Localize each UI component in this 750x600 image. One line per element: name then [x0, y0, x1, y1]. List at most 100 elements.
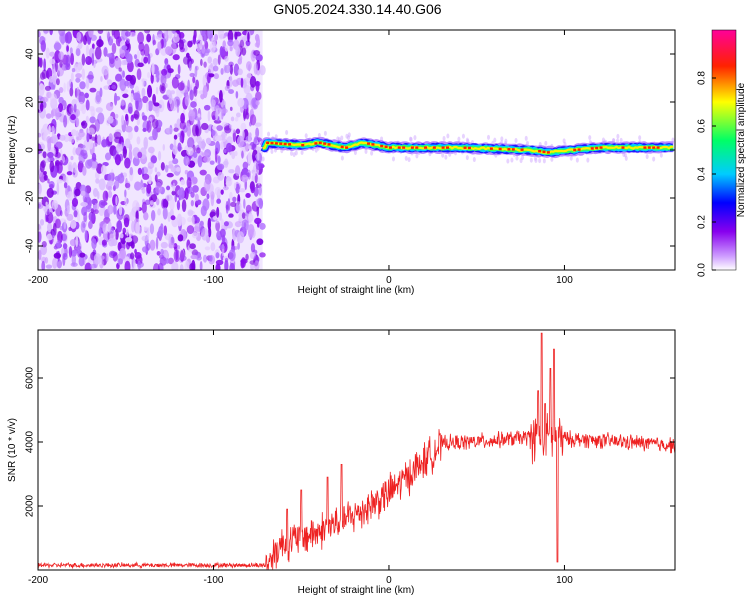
noise-blob — [76, 31, 82, 42]
noise-blob — [40, 40, 46, 52]
noise-blob — [100, 75, 103, 82]
spectrogram-x-axis-label: Height of straight line (km) — [298, 285, 415, 296]
noise-blob — [150, 155, 157, 164]
noise-blob — [249, 114, 257, 126]
noise-blob — [46, 151, 54, 158]
noise-blob — [75, 77, 81, 83]
noise-blob — [209, 41, 216, 54]
noise-blob — [124, 138, 131, 149]
colorbar-ticks: 0.0 0.2 0.4 0.6 0.8 — [697, 71, 716, 277]
noise-blob — [133, 110, 140, 120]
noise-blob — [110, 227, 115, 235]
noise-blob — [229, 46, 233, 52]
noise-blob — [38, 203, 41, 208]
noise-blob — [164, 164, 169, 173]
noise-blob — [57, 63, 65, 77]
noise-blob — [253, 260, 260, 270]
noise-blob — [144, 30, 151, 34]
noise-blob — [119, 247, 126, 260]
noise-blob — [219, 133, 227, 143]
signal-halo-blob — [267, 131, 271, 137]
noise-blob — [129, 211, 135, 222]
signal-halo-blob — [457, 136, 461, 142]
noise-blob — [170, 215, 176, 221]
noise-blob — [43, 171, 47, 176]
noise-blob — [168, 160, 174, 166]
colorbar-tick-label: 0.6 — [697, 119, 708, 133]
noise-blob — [229, 106, 233, 111]
noise-blob — [130, 241, 135, 249]
noise-blob — [122, 145, 127, 159]
noise-blob — [225, 180, 232, 187]
signal-halo-blob — [404, 155, 408, 161]
noise-blob — [47, 222, 53, 233]
noise-blob — [124, 260, 131, 270]
snr-y-ticks: 2000 4000 6000 — [25, 366, 675, 517]
noise-blob — [155, 237, 159, 250]
spectrogram-x-ticks: -200 -100 0 100 — [28, 30, 573, 286]
noise-blob — [121, 115, 125, 126]
noise-blob — [215, 220, 221, 232]
noise-blob — [186, 146, 194, 156]
spectrogram-y-tick-label: -40 — [25, 238, 36, 253]
noise-blob — [58, 96, 64, 105]
noise-blob — [52, 73, 58, 86]
noise-blob — [192, 34, 197, 45]
noise-blob — [223, 148, 227, 154]
noise-blob — [105, 253, 109, 263]
noise-blob — [120, 172, 124, 178]
noise-blob — [143, 226, 148, 232]
signal-halo-blob — [441, 152, 445, 158]
noise-blob — [97, 134, 102, 146]
noise-blob — [172, 145, 178, 155]
noise-blob — [246, 61, 252, 71]
noise-blob — [227, 198, 231, 211]
noise-blob — [245, 39, 251, 47]
signal-halo-blob — [391, 156, 395, 162]
noise-blob — [98, 208, 105, 217]
noise-blob — [241, 47, 247, 56]
noise-blob — [77, 101, 85, 111]
noise-blob — [38, 83, 45, 97]
noise-blob — [81, 53, 86, 66]
noise-blob — [179, 120, 187, 130]
noise-blob — [179, 216, 186, 226]
noise-blob — [165, 258, 170, 264]
noise-blob — [179, 250, 185, 263]
noise-blob — [207, 217, 212, 231]
colorbar: 0.0 0.2 0.4 0.6 0.8 Normalized spectral ampl… — [697, 29, 747, 277]
noise-blob — [235, 112, 241, 118]
noise-blob — [84, 229, 88, 242]
spectrogram-y-axis-label: Frequency (Hz) — [7, 116, 18, 185]
noise-blob — [231, 151, 236, 160]
signal-halo-blob — [323, 130, 327, 136]
signal-halo-blob — [538, 158, 542, 164]
noise-blob — [125, 237, 133, 243]
noise-blob — [173, 127, 179, 132]
noise-blob — [94, 46, 102, 60]
noise-blob — [42, 151, 47, 159]
signal-halo-blob — [550, 156, 554, 162]
noise-blob — [149, 223, 155, 235]
noise-blob — [229, 262, 235, 270]
signal-halo-blob — [409, 136, 413, 142]
noise-blob — [214, 150, 218, 163]
noise-blob — [162, 143, 165, 151]
noise-blob — [133, 54, 138, 60]
noise-blob — [222, 160, 229, 166]
noise-blob — [61, 234, 68, 242]
noise-blob — [137, 151, 143, 159]
noise-blob — [252, 171, 256, 178]
signal-halo-blob — [616, 133, 620, 139]
noise-blob — [147, 161, 155, 169]
signal-halo-blob — [544, 140, 548, 146]
noise-blob — [50, 110, 54, 119]
noise-blob — [230, 116, 235, 122]
noise-blob — [121, 45, 128, 51]
noise-blob — [189, 243, 196, 250]
noise-blob — [258, 185, 262, 196]
noise-blob — [91, 152, 97, 162]
noise-blob — [124, 157, 131, 169]
noise-blob — [216, 163, 225, 171]
noise-blob — [167, 257, 174, 265]
